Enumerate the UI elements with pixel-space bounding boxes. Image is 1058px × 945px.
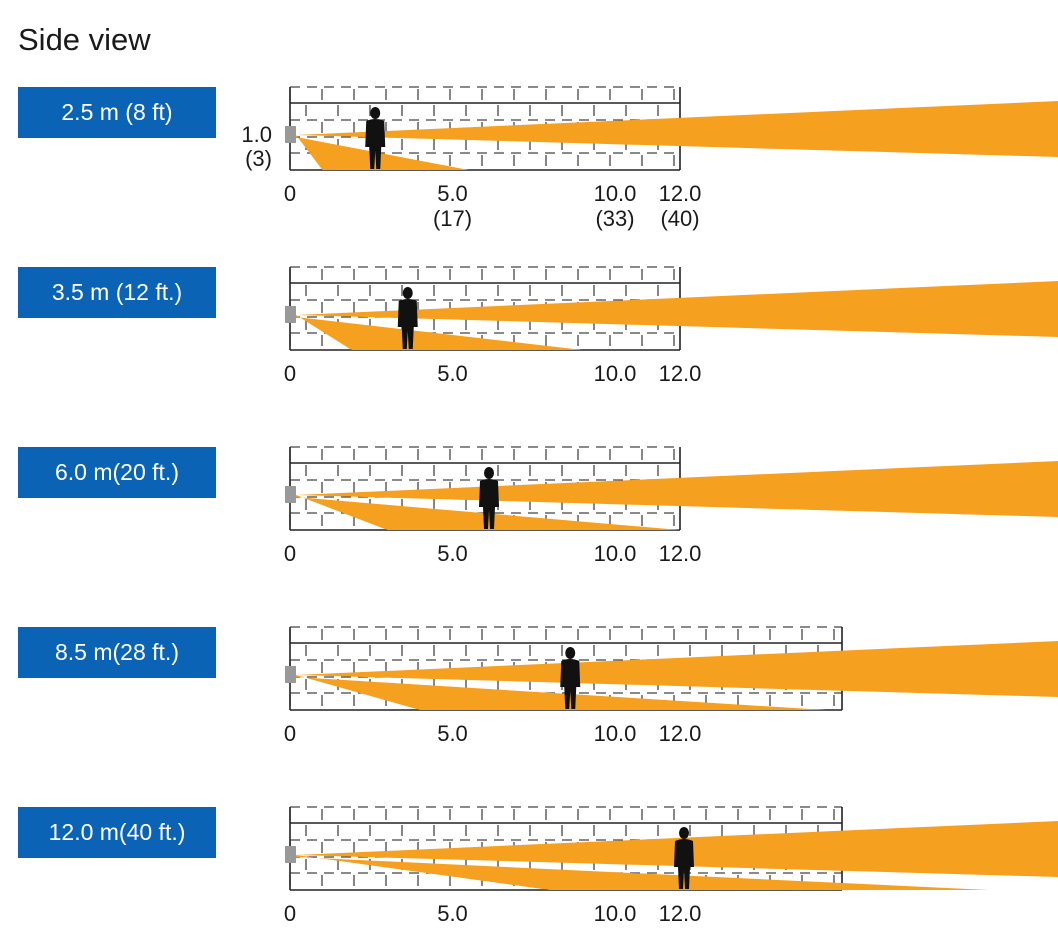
panel-4: 0 5.0 10.0 12.0 (284, 626, 1058, 746)
distance-label-4: 8.5 m(28 ft.) (18, 627, 216, 678)
person-icon (365, 107, 386, 169)
x-tick-label: 0 (284, 541, 296, 566)
camera-icon (285, 306, 296, 323)
camera-icon (285, 846, 296, 863)
distance-label-2: 3.5 m (12 ft.) (18, 267, 216, 318)
x-tick-label: 5.0 (437, 181, 468, 206)
floor-beam (296, 675, 827, 710)
x-tick-label: 0 (284, 901, 296, 926)
camera-icon (285, 486, 296, 503)
person-body (397, 299, 418, 349)
x-tick-label: 12.0 (659, 361, 702, 386)
floor-beam (296, 495, 680, 530)
person-head (484, 467, 494, 479)
x-tick-label: 5.0 (437, 361, 468, 386)
person-body (479, 479, 499, 529)
floor-beam (296, 135, 469, 170)
x-tick-label: 10.0 (594, 901, 637, 926)
person-icon (674, 827, 694, 889)
floor-beam (296, 315, 583, 350)
camera-icon (285, 126, 296, 143)
panel-5: 0 5.0 10.0 12.0 (284, 806, 1058, 926)
panel-1: 1.0(3) 0 5.0 10.0 12.0 (17) (33) (40) (241, 86, 1058, 231)
person-head (402, 287, 413, 299)
person-icon (560, 647, 581, 709)
floor-beam (296, 855, 989, 890)
x-tick-label: 12.0 (659, 541, 702, 566)
x-tick-label: 0 (284, 721, 296, 746)
person-head (565, 647, 576, 659)
panel-3: 0 5.0 10.0 12.0 (284, 446, 1058, 566)
y-axis-label: (3) (245, 146, 272, 171)
x-tick-label: 10.0 (594, 181, 637, 206)
distance-label-1: 2.5 m (8 ft) (18, 87, 216, 138)
x-tick-label: 5.0 (437, 541, 468, 566)
panel-2: 0 5.0 10.0 12.0 (284, 266, 1058, 386)
person-head (370, 107, 381, 119)
person-icon (397, 287, 418, 349)
x-tick-label: 12.0 (659, 181, 702, 206)
upper-beam (296, 281, 1058, 337)
x-tick-label: 0 (284, 181, 296, 206)
person-body (674, 839, 694, 889)
y-axis-label: 1.0 (241, 122, 272, 147)
distance-label-3: 6.0 m(20 ft.) (18, 447, 216, 498)
x-tick-sublabel: (17) (433, 206, 472, 231)
x-tick-label: 5.0 (437, 901, 468, 926)
x-tick-sublabel: (33) (595, 206, 634, 231)
camera-icon (285, 666, 296, 683)
x-tick-sublabel: (40) (660, 206, 699, 231)
x-tick-label: 12.0 (659, 901, 702, 926)
distance-label-5: 12.0 m(40 ft.) (18, 807, 216, 858)
person-body (560, 659, 581, 709)
x-tick-label: 12.0 (659, 721, 702, 746)
page-title: Side view (18, 22, 151, 57)
x-tick-label: 0 (284, 361, 296, 386)
person-icon (479, 467, 499, 529)
person-head (679, 827, 689, 839)
x-tick-label: 10.0 (594, 361, 637, 386)
upper-beam (296, 461, 1058, 517)
x-tick-label: 10.0 (594, 721, 637, 746)
upper-beam (296, 101, 1058, 157)
x-tick-label: 5.0 (437, 721, 468, 746)
person-body (365, 119, 386, 169)
upper-beam (296, 641, 1058, 697)
x-tick-label: 10.0 (594, 541, 637, 566)
